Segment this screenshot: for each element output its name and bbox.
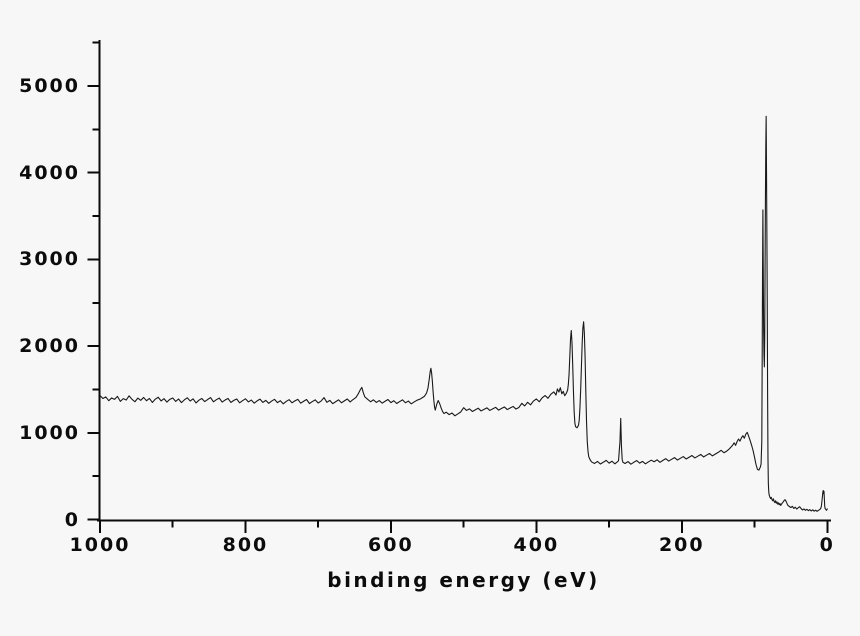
x-axis-tick-label: 400 (513, 534, 560, 556)
y-axis-tick-label: 0 (64, 508, 80, 531)
y-axis-tick-label: 1000 (19, 421, 80, 444)
y-axis-tick-label: 2000 (19, 335, 80, 358)
x-axis-tick-label: 600 (368, 534, 414, 556)
x-axis-tick-label: 200 (658, 534, 705, 556)
x-axis-tick-label: 1000 (69, 534, 131, 556)
y-axis-tick-label: 3000 (19, 248, 80, 271)
y-axis-tick-label: 5000 (19, 75, 80, 97)
x-axis-tick-label: 800 (222, 534, 269, 556)
spectrum-line (99, 115, 828, 512)
x-axis-tick-label: 0 (819, 534, 835, 556)
y-axis-tick-label: 4000 (19, 161, 80, 184)
x-axis-title: binding energy (eV) (327, 568, 600, 592)
